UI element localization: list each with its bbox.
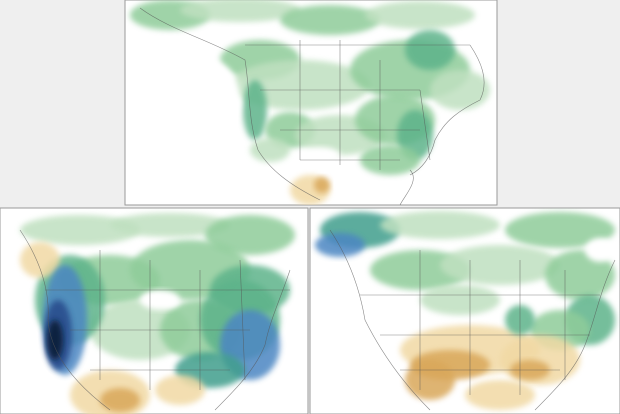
shade-region [180,0,300,22]
shade-region [430,70,490,110]
boundary-line [534,259,616,411]
shade-region [180,60,240,140]
boundary-line [139,7,321,201]
shade-region [365,1,475,29]
shade-region [405,30,455,70]
boundary-line [360,294,600,371]
shade-region [440,245,560,285]
shade-region [585,238,615,262]
shade-region [20,242,60,278]
map-bottom-right [315,211,616,411]
shade-region [243,80,267,140]
boundary-line [409,44,485,176]
boundary-line [329,229,431,411]
shade-region [380,211,500,239]
shade-region [315,233,365,257]
shade-region [250,138,290,162]
shade-region [280,5,380,35]
shade-region [420,285,500,315]
boundary-line [214,269,291,411]
shade-region [155,375,205,405]
map-bottom-left [19,213,295,414]
shade-region [140,290,180,310]
shade-region [205,215,295,255]
boundary-line [299,40,431,205]
boundary-line [419,250,566,395]
boundary-line [99,250,246,390]
shade-region [20,215,140,245]
shade-region [405,360,455,400]
shade-region [47,320,63,360]
shade-region [505,212,615,248]
shade-region [545,250,615,300]
shade-region [300,147,340,163]
shade-region [465,380,535,410]
boundary-line [19,229,111,411]
shade-region [110,213,230,237]
map-top [130,0,490,205]
shade-region [314,177,330,193]
shade-region [100,388,140,412]
